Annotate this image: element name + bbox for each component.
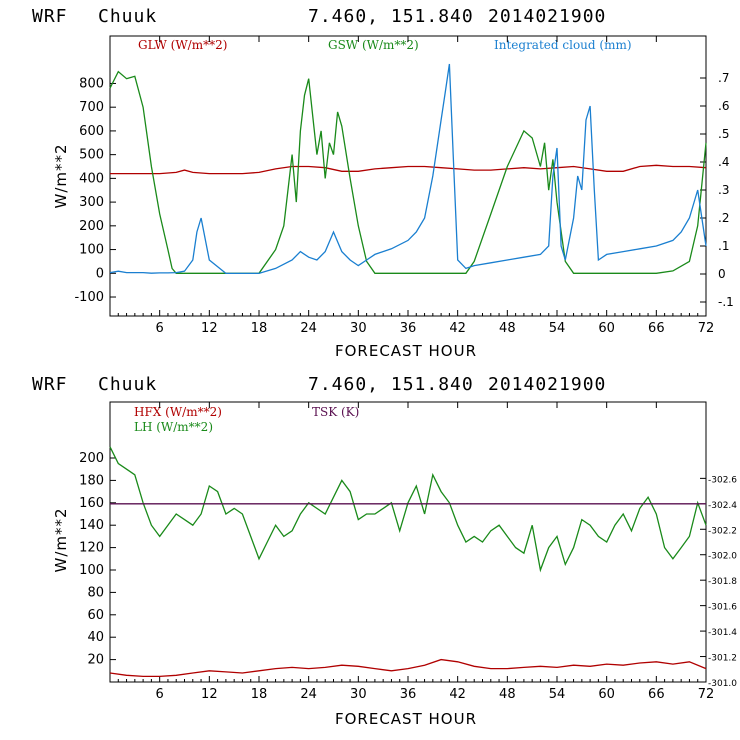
x-tick-label: 54 xyxy=(549,321,566,336)
y-tick-label: 0 xyxy=(96,266,104,281)
top-y-axis: -100 0 100 200 300 400 500 600 700 800 xyxy=(74,76,116,305)
y-tick-label: 140 xyxy=(79,518,104,533)
y2-tick-label: -302.2 xyxy=(708,526,737,536)
y2-tick-label: -301.2 xyxy=(708,654,737,664)
y-tick-label: 400 xyxy=(79,171,104,186)
chart-top: WRF Chuuk 7.460, 151.840 2014021900 GLW … xyxy=(32,6,734,360)
bottom-series-group xyxy=(109,446,707,678)
x-tick-label: 42 xyxy=(449,321,466,336)
y2-tick-label: -302.0 xyxy=(708,552,737,562)
y2-tick-label: .1 xyxy=(718,239,729,253)
y-tick-label: 300 xyxy=(79,195,104,210)
y-tick-label: -100 xyxy=(74,290,104,305)
top-plot-frame xyxy=(109,35,707,317)
x-tick-label: 54 xyxy=(549,687,566,702)
x-tick-label: 12 xyxy=(201,321,218,336)
y-tick-label: 40 xyxy=(87,630,104,645)
x-tick-label: 66 xyxy=(648,687,665,702)
y2-tick-label: 0 xyxy=(718,267,726,281)
y-tick-label: 20 xyxy=(87,653,104,668)
y2-tick-label: .4 xyxy=(718,155,729,169)
x-tick-label: 24 xyxy=(300,321,317,336)
bottom-y-axis-label: W/m**2 xyxy=(52,507,70,572)
bottom-date-label: 2014021900 xyxy=(488,374,606,395)
y-tick-label: 60 xyxy=(87,608,104,623)
x-tick-label: 12 xyxy=(201,687,218,702)
bottom-legend-lh: LH (W/m**2) xyxy=(134,420,213,434)
x-tick-label: 66 xyxy=(648,321,665,336)
y2-tick-label: -301.8 xyxy=(708,577,737,587)
y-tick-label: 700 xyxy=(79,100,104,115)
top-y2-axis: -.1 0 .1 .2 .3 .4 .5 .6 .7 xyxy=(700,71,734,309)
x-tick-label: 6 xyxy=(156,321,164,336)
x-tick-label: 36 xyxy=(400,321,417,336)
top-y-axis-label: W/m**2 xyxy=(52,143,70,208)
bottom-y-axis: 20 40 60 80 100 120 140 160 180 200 xyxy=(79,451,116,668)
x-tick-label: 18 xyxy=(251,321,268,336)
y-tick-label: 80 xyxy=(87,585,104,600)
bottom-plot-frame xyxy=(109,401,707,683)
y2-tick-label: -301.0 xyxy=(708,679,737,689)
y-tick-label: 100 xyxy=(79,243,104,258)
x-tick-label: 42 xyxy=(449,687,466,702)
chart-bottom: WRF Chuuk 7.460, 151.840 2014021900 HFX … xyxy=(32,374,737,728)
x-tick-label: 48 xyxy=(499,321,516,336)
top-model-label: WRF xyxy=(32,6,68,27)
y2-tick-label: -302.6 xyxy=(708,475,737,485)
y2-tick-label: -302.4 xyxy=(708,501,737,511)
x-tick-label: 30 xyxy=(350,687,367,702)
series-line-0 xyxy=(109,658,707,678)
y2-tick-label: -.1 xyxy=(718,295,734,309)
x-tick-label: 60 xyxy=(598,321,615,336)
x-tick-label: 72 xyxy=(698,687,715,702)
bottom-station-label: Chuuk xyxy=(98,374,157,395)
top-legend-cloud: Integrated cloud (mm) xyxy=(494,38,632,52)
y-tick-label: 200 xyxy=(79,451,104,466)
y2-tick-label: .3 xyxy=(718,183,729,197)
y2-tick-label: -301.4 xyxy=(708,628,737,638)
series-line-0 xyxy=(110,164,707,175)
top-station-label: Chuuk xyxy=(98,6,157,27)
bottom-model-label: WRF xyxy=(32,374,68,395)
series-line-2 xyxy=(109,63,707,275)
bottom-legend-tsk: TSK (K) xyxy=(312,405,359,419)
y2-tick-label: .2 xyxy=(718,211,729,225)
top-legend-gsw: GSW (W/m**2) xyxy=(328,38,419,52)
bottom-coords-label: 7.460, 151.840 xyxy=(308,374,474,395)
y2-tick-label: -301.6 xyxy=(708,603,737,613)
top-legend-glw: GLW (W/m**2) xyxy=(138,38,227,52)
x-tick-label: 60 xyxy=(598,687,615,702)
y2-tick-label: .6 xyxy=(718,99,729,113)
y-tick-label: 600 xyxy=(79,124,104,139)
series-line-1 xyxy=(109,70,707,274)
x-tick-label: 72 xyxy=(698,321,715,336)
x-tick-label: 30 xyxy=(350,321,367,336)
top-date-label: 2014021900 xyxy=(488,6,606,27)
y-tick-label: 160 xyxy=(79,496,104,511)
y-tick-label: 200 xyxy=(79,219,104,234)
x-tick-label: 24 xyxy=(300,687,317,702)
bottom-x-axis: 6 12 18 24 30 36 42 48 54 60 66 72 xyxy=(117,402,715,702)
y-tick-label: 180 xyxy=(79,473,104,488)
x-tick-label: 6 xyxy=(156,687,164,702)
y-tick-label: 100 xyxy=(79,563,104,578)
y-tick-label: 120 xyxy=(79,541,104,556)
y-tick-label: 800 xyxy=(79,76,104,91)
bottom-legend-hfx: HFX (W/m**2) xyxy=(134,405,222,419)
y2-tick-label: .7 xyxy=(718,71,729,85)
bottom-x-axis-label: FORECAST HOUR xyxy=(335,710,477,728)
y-tick-label: 500 xyxy=(79,148,104,163)
top-series-group xyxy=(109,63,707,275)
x-tick-label: 36 xyxy=(400,687,417,702)
bottom-y2-axis: -301.0 -301.2 -301.4 -301.6 -301.8 -302.0 -302… xyxy=(700,475,737,689)
top-coords-label: 7.460, 151.840 xyxy=(308,6,474,27)
series-line-1 xyxy=(109,446,707,573)
y2-tick-label: .5 xyxy=(718,127,729,141)
x-tick-label: 18 xyxy=(251,687,268,702)
top-x-axis-label: FORECAST HOUR xyxy=(335,342,477,360)
top-x-axis: 6 12 18 24 30 36 42 48 54 60 66 72 xyxy=(117,36,715,336)
x-tick-label: 48 xyxy=(499,687,516,702)
